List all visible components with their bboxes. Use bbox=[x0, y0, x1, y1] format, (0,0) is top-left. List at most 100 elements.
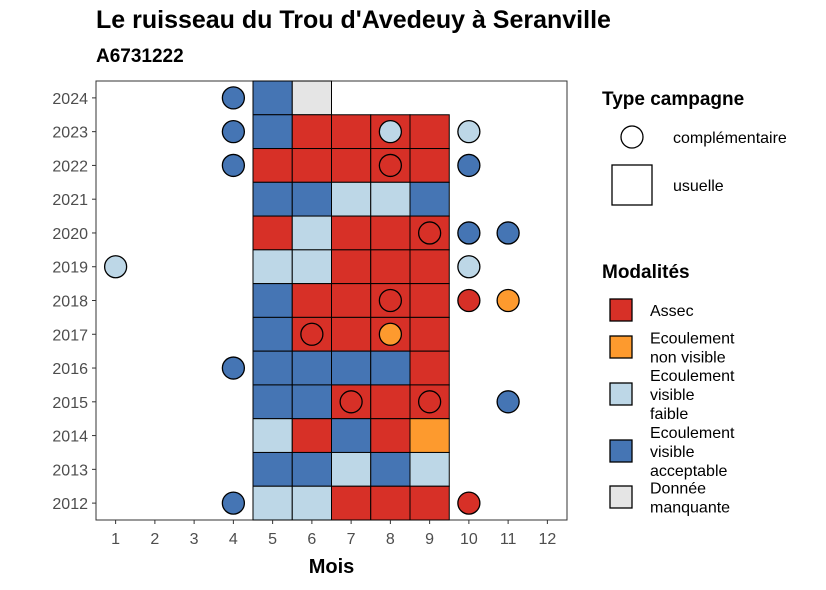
complementaire-point bbox=[221, 491, 246, 515]
y-tick-label: 2020 bbox=[52, 226, 88, 243]
heatmap-tile bbox=[331, 148, 372, 183]
heatmap-tile bbox=[291, 451, 332, 487]
legend-mod-label: Ecoulement bbox=[650, 368, 735, 385]
complementaire-point bbox=[457, 491, 481, 515]
legend-type-title: Type campagne bbox=[602, 89, 744, 110]
x-tick-label: 9 bbox=[425, 531, 434, 548]
heatmap-tile bbox=[252, 418, 293, 453]
complementaire-point bbox=[378, 288, 403, 313]
legend-mod-key bbox=[609, 298, 633, 322]
x-tick-label: 2 bbox=[150, 531, 159, 548]
heatmap-tile bbox=[252, 485, 293, 521]
heatmap-tile bbox=[291, 283, 332, 318]
legend-mod-label: visible bbox=[650, 387, 695, 404]
y-tick-label: 2015 bbox=[52, 395, 88, 412]
complementaire-point bbox=[103, 255, 128, 279]
heatmap-tile bbox=[331, 350, 372, 386]
y-tick-label: 2012 bbox=[52, 496, 88, 513]
complementaire-point bbox=[457, 153, 481, 178]
heatmap-tile bbox=[252, 80, 293, 116]
heatmap-tile bbox=[331, 485, 372, 521]
complementaire-point bbox=[457, 255, 481, 279]
heatmap-tile bbox=[252, 215, 293, 251]
x-tick-label: 3 bbox=[190, 531, 199, 548]
legend-mod-label: non visible bbox=[650, 350, 726, 367]
complementaire-point bbox=[221, 356, 246, 380]
legend-mod-key bbox=[609, 382, 633, 406]
chart-subtitle: A6731222 bbox=[96, 46, 184, 67]
x-tick-label: 10 bbox=[460, 531, 478, 548]
heatmap-tile bbox=[409, 148, 450, 183]
complementaire-point bbox=[496, 288, 520, 313]
chart-title: Le ruisseau du Trou d'Avedeuy à Seranvil… bbox=[96, 6, 611, 34]
heatmap-tile bbox=[370, 418, 411, 453]
legend-mod-label: Ecoulement bbox=[650, 331, 735, 348]
complementaire-point bbox=[221, 86, 246, 110]
legend-mod-label: manquante bbox=[650, 500, 730, 517]
heatmap-tile bbox=[370, 384, 411, 420]
legend-mod-label: Ecoulement bbox=[650, 425, 735, 442]
complementaire-point bbox=[417, 390, 442, 414]
complementaire-point bbox=[457, 288, 481, 313]
heatmap-tile bbox=[331, 249, 372, 285]
legend-mod-key bbox=[609, 335, 633, 359]
heatmap-tile bbox=[291, 418, 332, 453]
heatmap-tile bbox=[331, 181, 372, 217]
y-tick-label: 2022 bbox=[52, 158, 88, 175]
x-tick-label: 7 bbox=[347, 531, 356, 548]
heatmap-tile bbox=[370, 215, 411, 251]
heatmap-tile bbox=[409, 451, 450, 487]
legend-circle-key bbox=[620, 125, 644, 149]
x-tick-label: 8 bbox=[386, 531, 395, 548]
heatmap-tile bbox=[370, 485, 411, 521]
heatmap-tile bbox=[409, 283, 450, 318]
heatmap-tile bbox=[291, 249, 332, 285]
legend-mod-label: visible bbox=[650, 444, 695, 461]
heatmap-tile bbox=[331, 215, 372, 251]
heatmap-tile bbox=[291, 80, 332, 116]
heatmap-tile bbox=[370, 350, 411, 386]
legend-mod-label: Donnée bbox=[650, 481, 706, 498]
heatmap-tile bbox=[331, 114, 372, 150]
complementaire-point bbox=[221, 120, 246, 144]
complementaire-point bbox=[417, 221, 442, 245]
complementaire-point bbox=[378, 322, 403, 346]
legend-type-label: complémentaire bbox=[673, 130, 787, 147]
heatmap-tile bbox=[409, 316, 450, 352]
complementaire-point bbox=[378, 120, 403, 144]
x-tick-label: 12 bbox=[538, 531, 556, 548]
complementaire-point bbox=[457, 221, 481, 245]
y-tick-label: 2023 bbox=[52, 125, 88, 142]
y-tick-label: 2018 bbox=[52, 294, 88, 311]
heatmap-tile bbox=[331, 316, 372, 352]
heatmap-tile bbox=[291, 181, 332, 217]
legend-mod-title: Modalités bbox=[602, 262, 690, 283]
heatmap-tile bbox=[370, 451, 411, 487]
legend-mod-key bbox=[609, 439, 633, 463]
complementaire-point bbox=[378, 153, 403, 178]
heatmap-tile bbox=[370, 181, 411, 217]
legend-mod-label: acceptable bbox=[650, 463, 727, 480]
heatmap-tile bbox=[291, 148, 332, 183]
legend-mod-label: faible bbox=[650, 406, 688, 423]
heatmap-tile bbox=[331, 418, 372, 453]
heatmap-tile bbox=[409, 181, 450, 217]
heatmap-tile bbox=[409, 249, 450, 285]
x-tick-label: 11 bbox=[500, 531, 517, 548]
heatmap-tile bbox=[409, 114, 450, 150]
legend-type-label: usuelle bbox=[673, 178, 724, 195]
complementaire-point bbox=[339, 390, 363, 414]
heatmap-tile bbox=[370, 249, 411, 285]
heatmap-tile bbox=[409, 350, 450, 386]
y-tick-label: 2024 bbox=[52, 91, 88, 108]
heatmap-tile bbox=[409, 418, 450, 453]
heatmap-tile bbox=[331, 283, 372, 318]
legend-square-key bbox=[611, 164, 653, 206]
y-tick-label: 2016 bbox=[52, 361, 88, 378]
heatmap-tile bbox=[252, 316, 293, 352]
complementaire-point bbox=[300, 322, 324, 346]
heatmap-tile bbox=[409, 485, 450, 521]
complementaire-point bbox=[457, 120, 481, 144]
heatmap-tile bbox=[252, 350, 293, 386]
x-tick-label: 5 bbox=[268, 531, 277, 548]
